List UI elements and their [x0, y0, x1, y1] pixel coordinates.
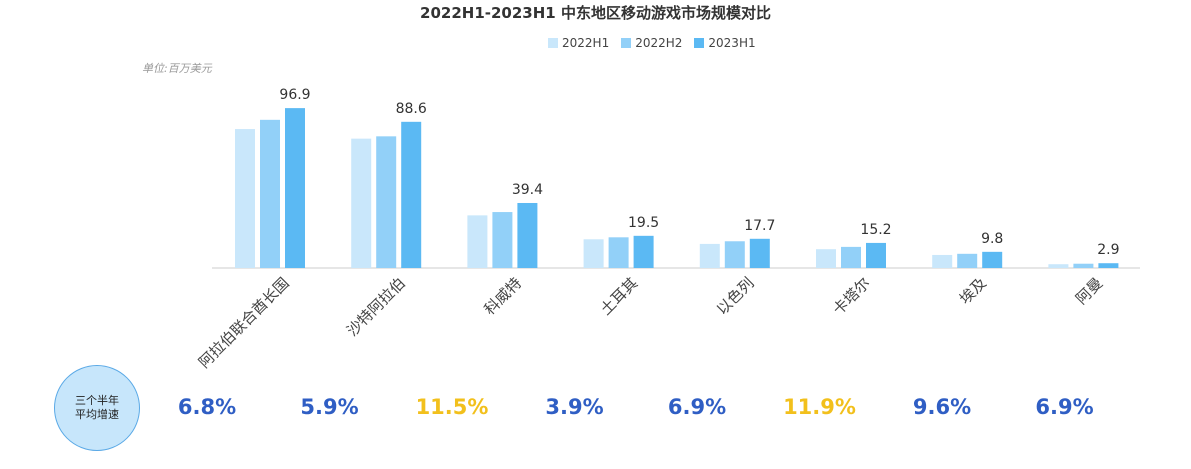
growth-label-line1: 三个半年 — [75, 394, 119, 407]
legend-item-2023h1: 2023H1 — [694, 36, 756, 50]
growth-value-1: 5.9% — [300, 395, 359, 419]
data-label-6: 9.8 — [981, 231, 1003, 247]
legend-item-2022h2: 2022H2 — [621, 36, 682, 50]
bar-2022h1-6 — [932, 254, 953, 268]
data-label-5: 15.2 — [860, 222, 891, 238]
bar-2022h1-1 — [351, 138, 372, 268]
bar-2023h1-1 — [401, 121, 422, 268]
growth-value-6: 9.6% — [912, 395, 972, 419]
category-label-5: 卡塔尔 — [829, 274, 874, 319]
bar-2022h2-4 — [724, 241, 745, 268]
bar-2022h2-3 — [608, 237, 629, 268]
category-label-2: 科威特 — [481, 274, 526, 319]
category-label-3: 土耳其 — [597, 274, 642, 319]
category-label-7: 阿曼 — [1072, 274, 1106, 308]
legend-swatch-2023h1 — [694, 38, 705, 48]
bar-2022h1-3 — [583, 239, 604, 268]
legend-swatch-2022h2 — [621, 38, 632, 48]
data-label-7: 2.9 — [1097, 242, 1119, 258]
growth-value-4: 6.9% — [667, 395, 727, 419]
bar-2022h2-7 — [1073, 263, 1094, 268]
data-label-3: 19.5 — [628, 215, 659, 231]
category-label-6: 埃及 — [956, 274, 990, 308]
growth-value-7: 6.9% — [1035, 395, 1094, 419]
category-label-1: 沙特阿拉伯 — [343, 274, 409, 340]
bar-2023h1-5 — [866, 242, 886, 268]
unit-label: 单位:百万美元 — [142, 62, 212, 75]
bar-2022h1-4 — [699, 243, 720, 268]
data-label-0: 96.9 — [279, 87, 310, 103]
growth-label-circle: 三个半年 平均增速 — [54, 365, 140, 451]
data-label-4: 17.7 — [744, 218, 775, 234]
category-labels-group: 阿拉伯联合酋长国 沙特阿拉伯 科威特 土耳其 以色列 卡塔尔 埃及 阿曼 — [195, 274, 1106, 372]
growth-value-0: 6.8% — [177, 395, 237, 419]
legend-swatch-2022h1 — [548, 38, 558, 48]
chart-title: 2022H1-2023H1 中东地区移动游戏市场规模对比 — [420, 4, 771, 22]
category-label-0: 阿拉伯联合酋长国 — [195, 274, 293, 372]
data-labels-group: 96.9 88.6 39.4 19.5 17.7 15.2 9.8 2.9 — [279, 87, 1119, 258]
bar-2023h1-2 — [517, 202, 538, 268]
legend-label-2022h2: 2022H2 — [635, 36, 683, 50]
bar-2022h1-5 — [816, 249, 836, 268]
bar-2022h2-2 — [492, 212, 513, 268]
growth-value-2: 11.5% — [415, 395, 489, 419]
bar-2022h2-5 — [841, 246, 861, 268]
legend-label-2023h1: 2023H1 — [708, 36, 756, 50]
bar-2023h1-6 — [982, 251, 1003, 268]
bar-2023h1-0 — [285, 108, 305, 269]
bar-2022h1-2 — [467, 215, 488, 268]
legend-item-2022h1: 2022H1 — [548, 36, 609, 50]
data-label-2: 39.4 — [512, 182, 543, 198]
bar-2023h1-7 — [1098, 263, 1119, 268]
bar-2022h1-0 — [235, 129, 255, 268]
bar-2022h2-1 — [376, 136, 397, 268]
legend: 2022H1 2022H2 2023H1 — [548, 36, 756, 50]
data-label-1: 88.6 — [396, 101, 427, 117]
bar-2022h2-0 — [260, 119, 280, 268]
bar-2022h2-6 — [957, 253, 978, 268]
bar-2022h1-7 — [1048, 264, 1069, 268]
category-label-4: 以色列 — [713, 274, 758, 319]
growth-label-line2: 平均增速 — [75, 408, 119, 421]
growth-value-3: 3.9% — [545, 395, 604, 419]
bars-group — [235, 108, 1119, 269]
growth-value-5: 11.9% — [783, 395, 856, 419]
bar-2023h1-4 — [749, 238, 770, 268]
bar-2023h1-3 — [633, 235, 654, 268]
legend-label-2022h1: 2022H1 — [562, 36, 610, 50]
